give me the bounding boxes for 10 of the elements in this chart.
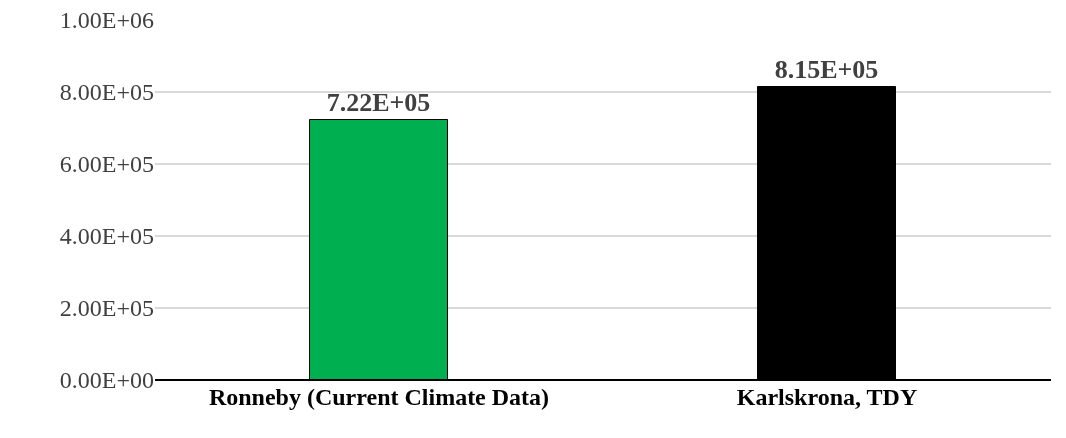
y-tick-label: 0.00E+00 <box>59 367 154 394</box>
y-tick-label: 6.00E+05 <box>59 151 154 178</box>
y-tick-label: 4.00E+05 <box>59 223 154 250</box>
y-tick-label: 1.00E+06 <box>59 7 154 34</box>
x-tick-label: Ronneby (Current Climate Data) <box>208 384 550 410</box>
data-label: 8.15E+05 <box>774 54 879 84</box>
x-tick-label: Karlskrona, TDY <box>736 384 918 410</box>
data-label: 7.22E+05 <box>326 87 431 117</box>
y-tick-label: 2.00E+05 <box>59 295 154 322</box>
y-tick-label: 8.00E+05 <box>59 79 154 106</box>
